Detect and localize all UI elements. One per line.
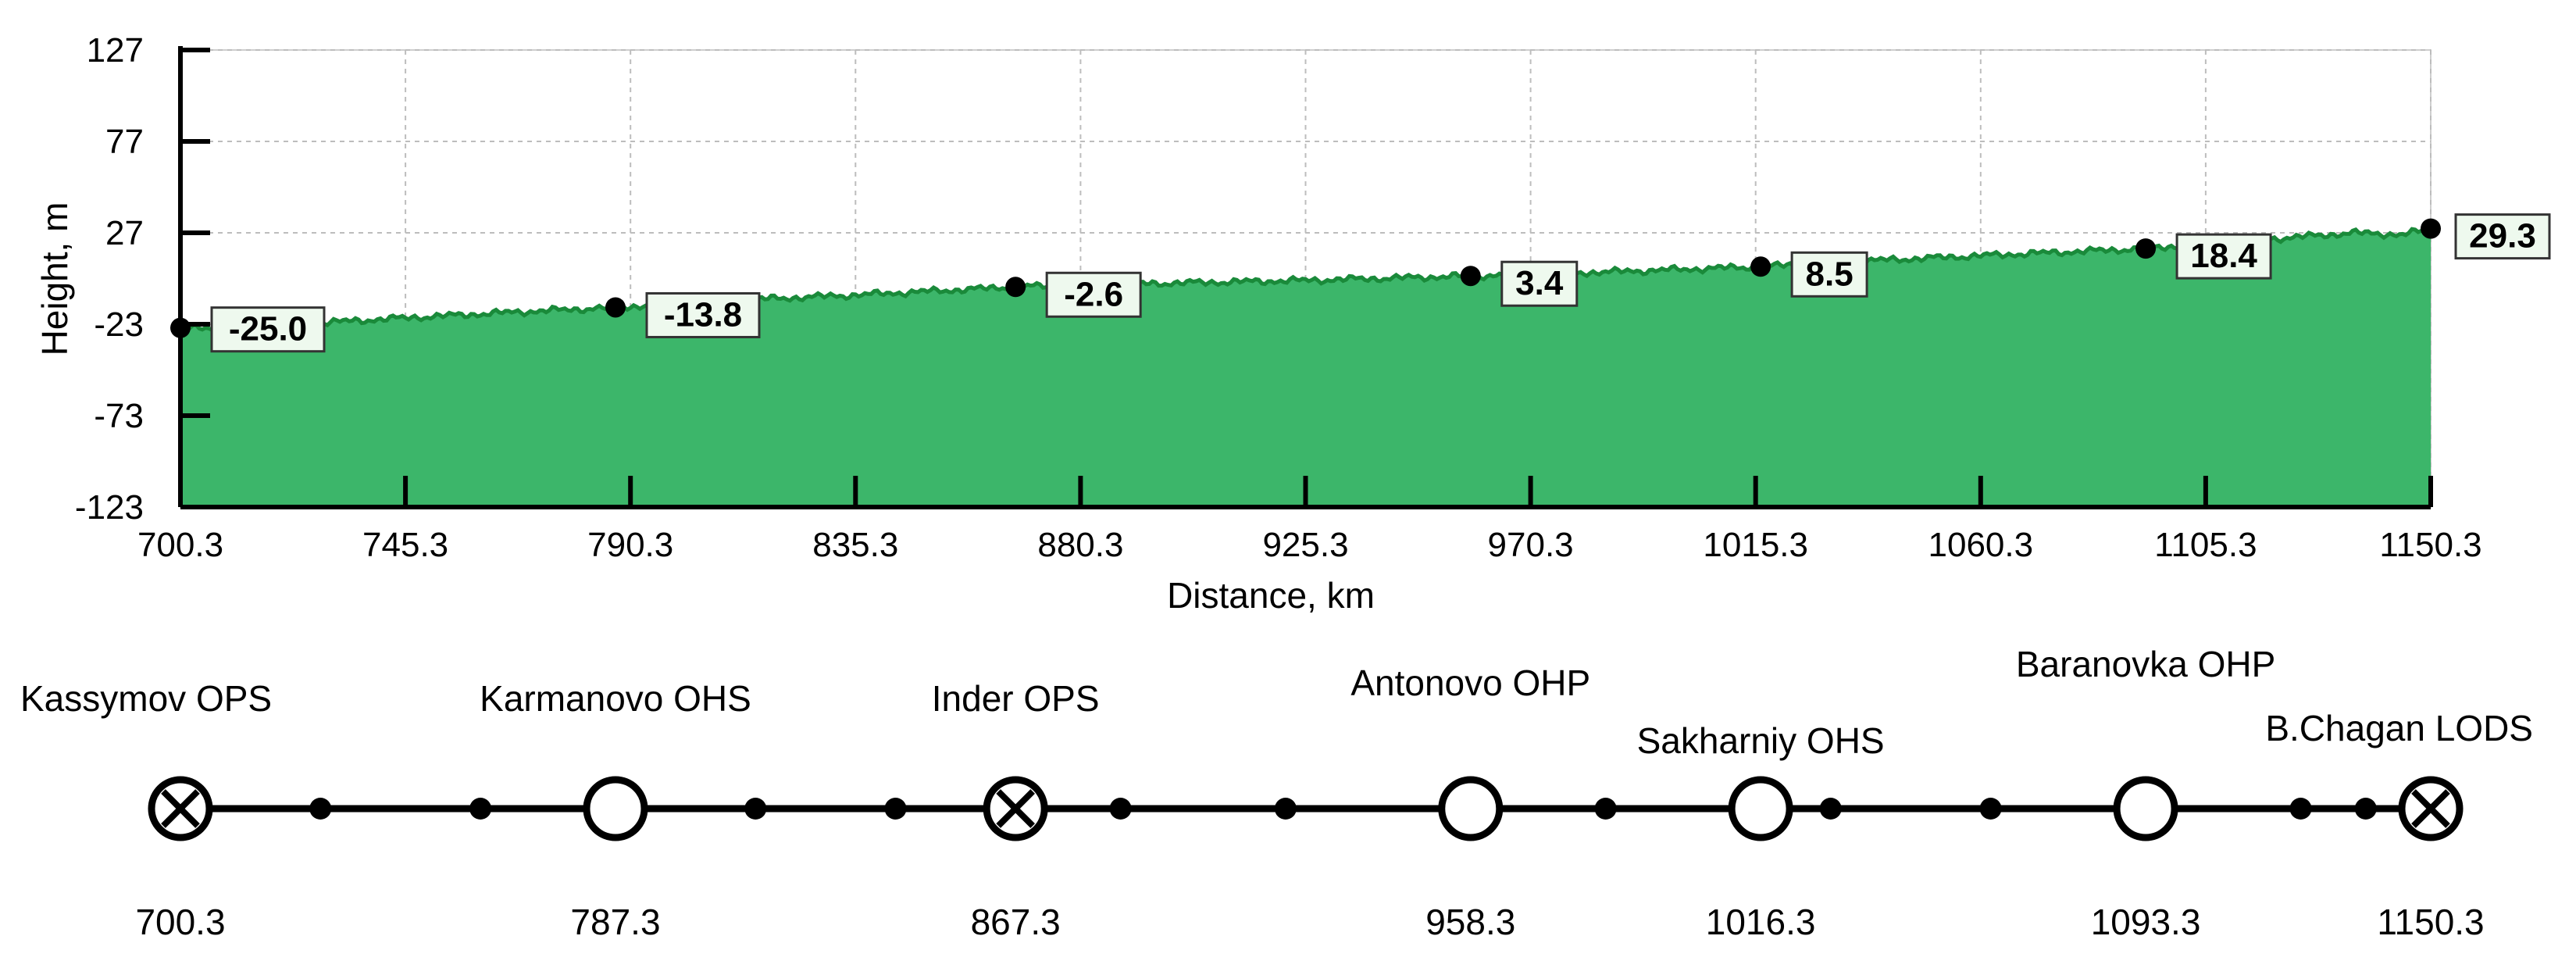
point-value-box (645, 291, 761, 338)
y-tick-label: -73 (94, 397, 144, 435)
station-cross (996, 789, 1035, 828)
station-cross (161, 789, 200, 828)
y-tick-label: -23 (94, 305, 144, 344)
station-km: 867.3 (971, 902, 1061, 942)
station-marker (1728, 776, 1793, 841)
profile-point (1460, 266, 1481, 287)
route-waypoint (1274, 798, 1297, 820)
x-tick-label: 1015.3 (1703, 526, 1808, 564)
profile-point (605, 297, 626, 318)
profile-point (170, 317, 191, 338)
route-waypoint (469, 798, 492, 820)
point-value-label: -13.8 (664, 295, 742, 334)
route-waypoint (1594, 798, 1617, 820)
point-value-box (210, 306, 326, 353)
station-name: Baranovka OHP (2016, 644, 2275, 684)
route-waypoint (1109, 798, 1132, 820)
x-tick-label: 880.3 (1037, 526, 1123, 564)
x-tick-label: 835.3 (812, 526, 898, 564)
station-km: 958.3 (1425, 902, 1515, 942)
y-tick-label: 27 (105, 214, 144, 252)
point-value-label: 29.3 (2469, 217, 2536, 255)
route-diagram: Kassymov OPS 700.3 Karmanovo OHS 787.3 Inder… (20, 644, 2533, 942)
station-name: Antonovo OHP (1350, 663, 1590, 703)
route-waypoint (309, 798, 332, 820)
route-waypoint (884, 798, 907, 820)
x-tick-label: 700.3 (137, 526, 223, 564)
station-name: Inder OPS (932, 678, 1100, 719)
point-value-box (2175, 233, 2272, 280)
station-marker (2113, 776, 2178, 841)
point-value-label: -25.0 (229, 310, 307, 348)
point-value-label: 18.4 (2190, 237, 2257, 275)
x-tick-label: 1060.3 (1928, 526, 2034, 564)
station-marker (583, 776, 648, 841)
x-tick-label: 925.3 (1262, 526, 1348, 564)
station-name: Kassymov OPS (20, 678, 272, 719)
x-tick-label: 970.3 (1488, 526, 1574, 564)
station-km: 787.3 (570, 902, 660, 942)
station-name: B.Chagan LODS (2265, 708, 2533, 748)
x-tick-label: 790.3 (587, 526, 673, 564)
profile-point (1750, 256, 1771, 277)
profile-point (2421, 218, 2441, 239)
station-name: Karmanovo OHS (480, 678, 751, 719)
route-waypoint (2289, 798, 2312, 820)
point-value-label: 8.5 (1806, 255, 1854, 293)
point-value-box (1790, 251, 1868, 298)
profile-point (2135, 238, 2157, 259)
point-value-label: 3.4 (1515, 264, 1564, 302)
station-cross (2411, 789, 2450, 828)
route-waypoint (1819, 798, 1842, 820)
y-tick-label: 77 (105, 123, 144, 161)
x-tick-label: 1150.3 (2379, 526, 2481, 564)
route-waypoint (1979, 798, 2002, 820)
axes: 700.3 745.3 790.3 835.3 880.3 925.3 970.3 1015.… (75, 31, 2482, 564)
x-tick-label: 745.3 (362, 526, 448, 564)
y-tick-label: 127 (87, 31, 144, 70)
profile-fill (180, 228, 2431, 507)
point-value-label: -2.6 (1064, 275, 1123, 313)
profile-area (180, 227, 2432, 507)
station-km: 1150.3 (2377, 902, 2484, 942)
profile-line (180, 227, 2432, 332)
point-value-box (1045, 271, 1142, 318)
route-waypoint (744, 798, 767, 820)
profile-point (1005, 277, 1026, 298)
station-name: Sakharniy OHS (1637, 720, 1885, 761)
point-value-box (1500, 260, 1579, 307)
station-km: 1016.3 (1706, 902, 1816, 942)
point-value-box (2454, 213, 2551, 260)
y-axis-label: Height, m (34, 202, 75, 356)
x-axis-label: Distance, km (1167, 575, 1375, 616)
station-km: 700.3 (135, 902, 225, 942)
route-waypoint (2354, 798, 2377, 820)
station-km: 1093.3 (2091, 902, 2201, 942)
station-marker (1438, 776, 1504, 841)
x-tick-label: 1105.3 (2154, 526, 2257, 564)
profile-points: -25.0 -13.8 -2.6 3.4 8.5 18.4 29.3 (170, 213, 2551, 353)
y-tick-label: -123 (75, 488, 144, 527)
